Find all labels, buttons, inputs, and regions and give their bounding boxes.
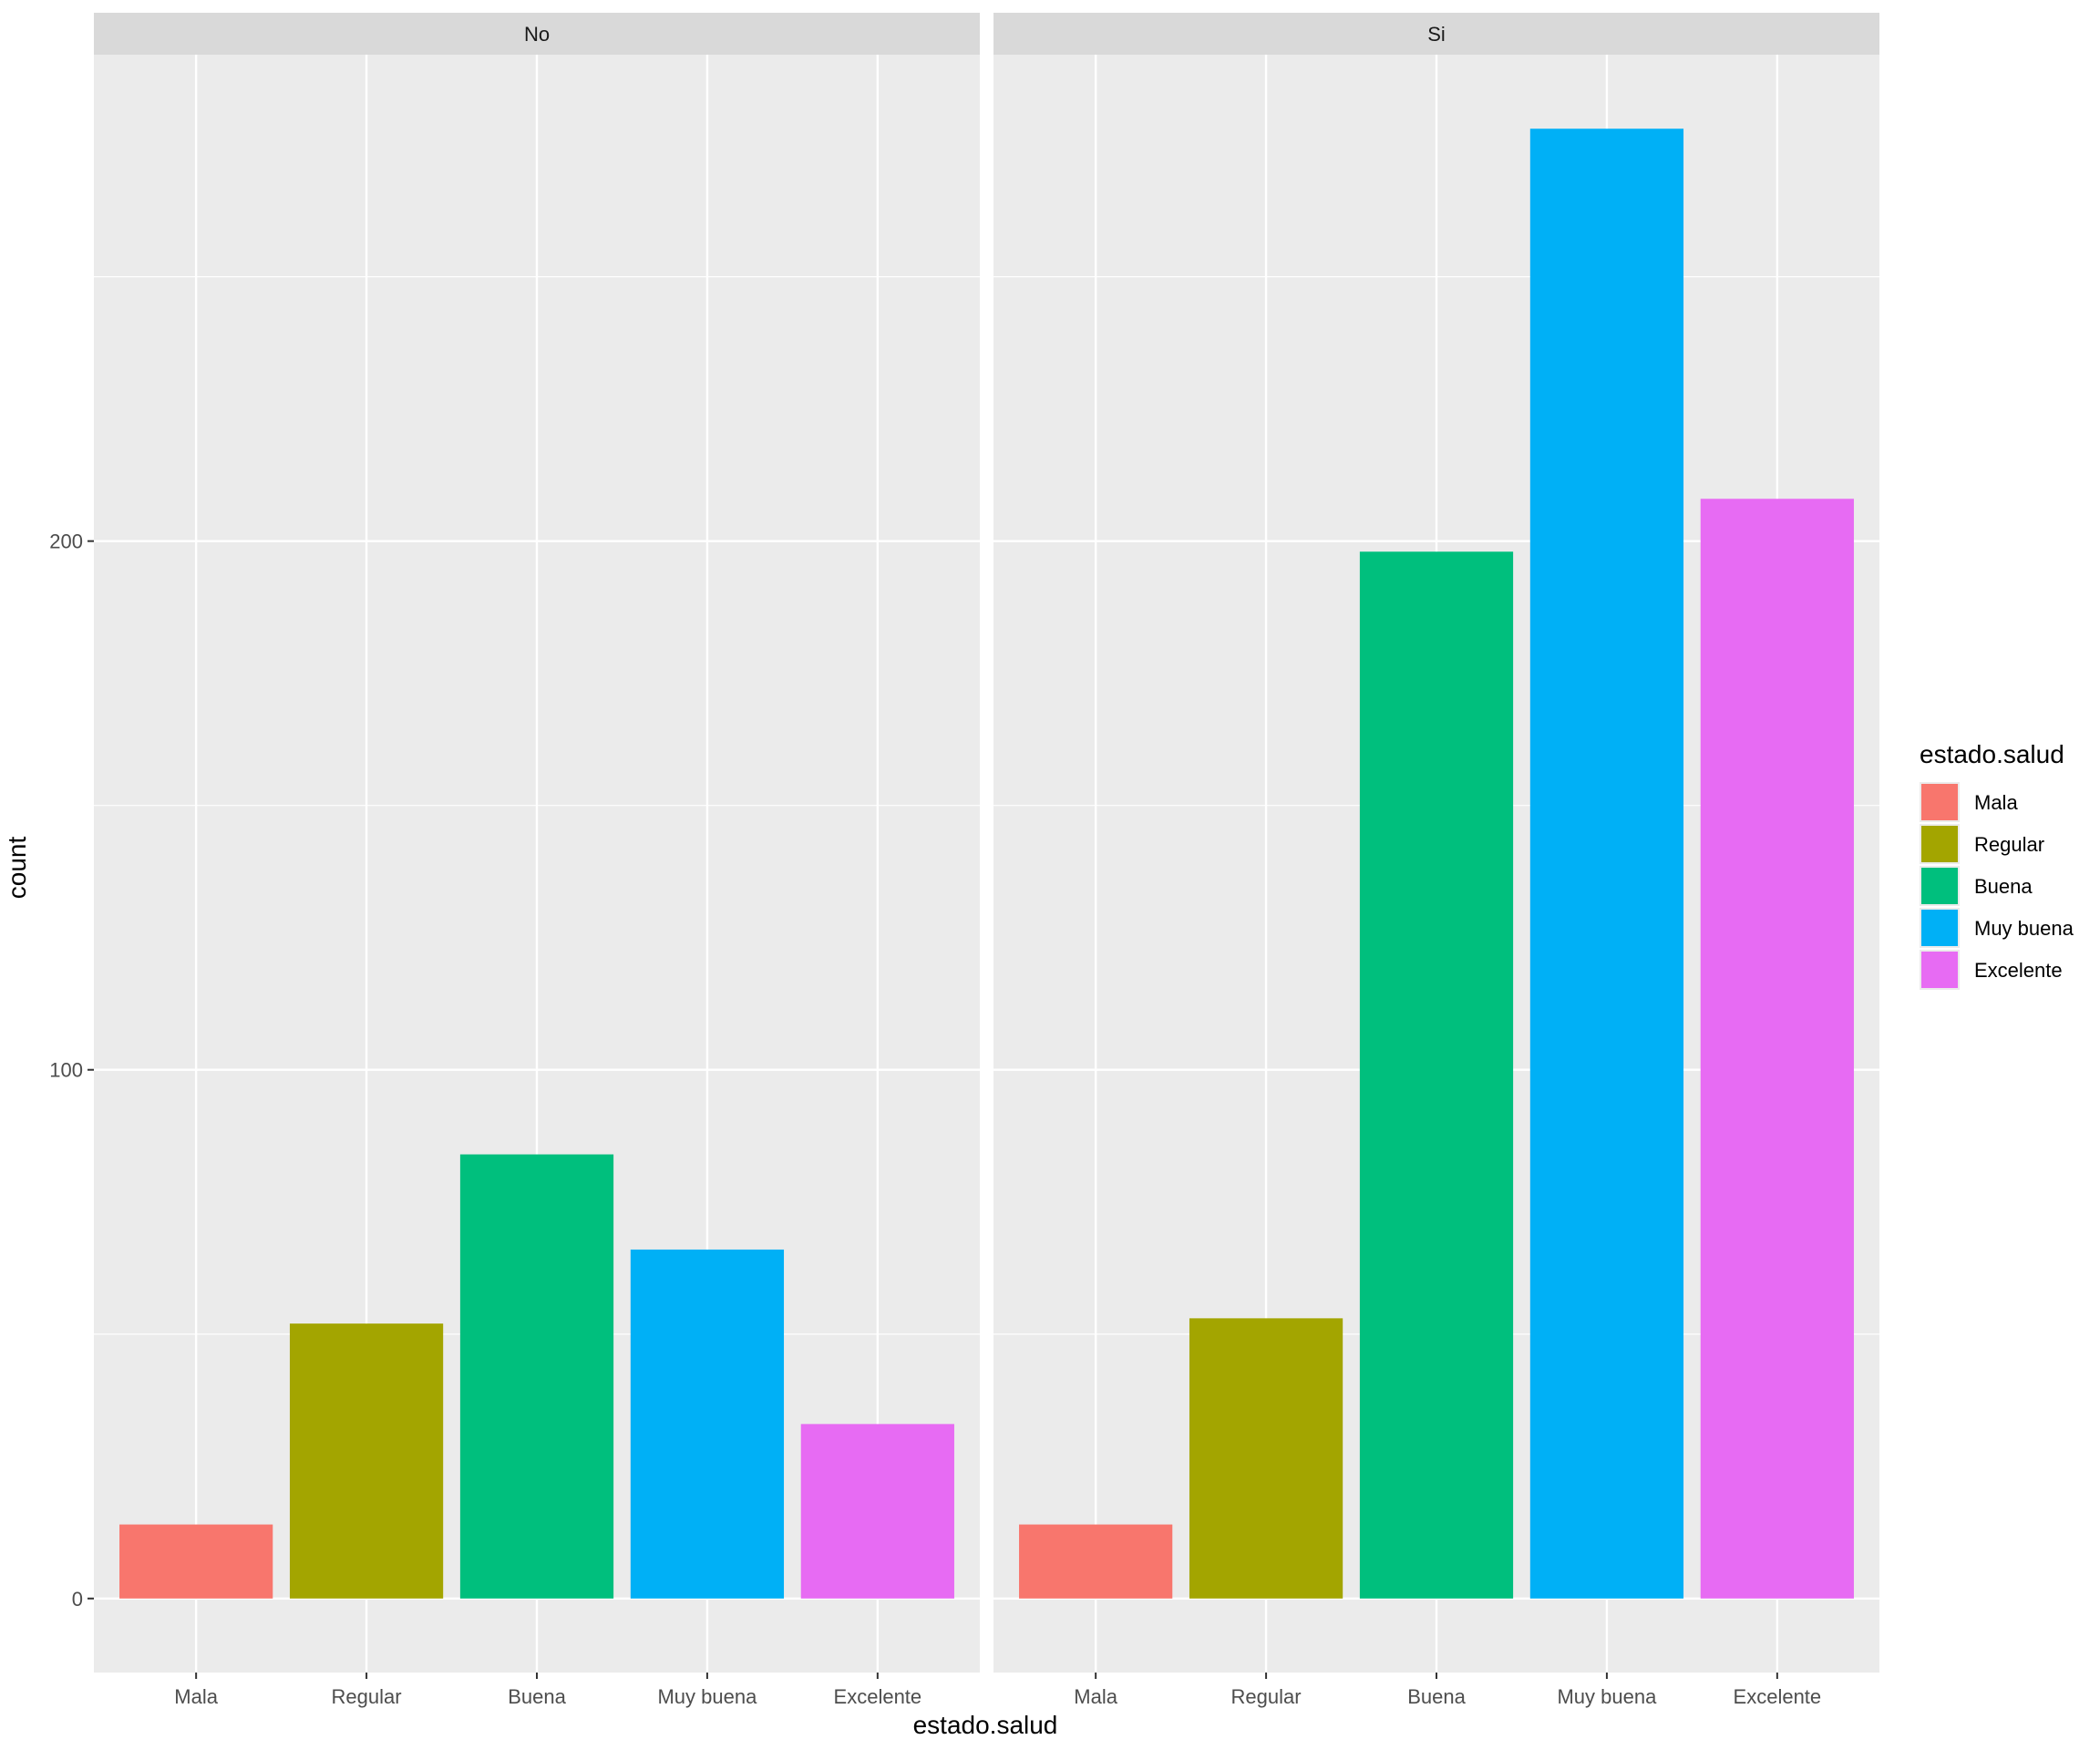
legend-label: Regular: [1974, 833, 2044, 856]
x-tick-label: Buena: [1407, 1685, 1466, 1708]
x-tick-label: Excelente: [1734, 1685, 1822, 1708]
x-tick-label: Regular: [1231, 1685, 1302, 1708]
y-axis: 0 100 200: [49, 530, 94, 1611]
x-axis-title: estado.salud: [913, 1711, 1058, 1739]
bar-si-excelente: [1700, 499, 1854, 1599]
panels: No Mala Regular Buena Muy buena Excelente Si Ma…: [94, 13, 1879, 1708]
x-tick-label: Buena: [508, 1685, 566, 1708]
legend-label: Buena: [1974, 875, 2033, 898]
facet-panel-no: No Mala Regular Buena Muy buena Excelente: [94, 13, 980, 1708]
x-tick-label: Mala: [1074, 1685, 1117, 1708]
legend-swatch-buena: [1921, 868, 1958, 904]
bar-no-regular: [289, 1323, 444, 1599]
x-tick-label: Excelente: [834, 1685, 922, 1708]
facet-panel-si: Si Mala Regular Buena Muy buena Excelente: [993, 13, 1879, 1708]
legend-swatch-regular: [1921, 826, 1958, 862]
y-tick-label: 200: [49, 530, 83, 553]
bar-si-mala: [1019, 1524, 1173, 1599]
y-tick-label: 100: [49, 1059, 83, 1082]
facet-strip: [94, 13, 980, 55]
legend-swatch-mala: [1921, 784, 1958, 820]
facet-strip-label: No: [524, 23, 550, 46]
x-tick-label: Regular: [332, 1685, 402, 1708]
bar-no-excelente: [800, 1424, 954, 1599]
bar-si-regular: [1189, 1318, 1343, 1599]
legend-swatch-excelente: [1921, 952, 1958, 988]
legend-title: estado.salud: [1920, 740, 2064, 768]
legend-label: Excelente: [1974, 959, 2063, 982]
bar-no-muy-buena: [630, 1249, 785, 1599]
facet-strip: [993, 13, 1879, 55]
legend-label: Mala: [1974, 791, 2018, 814]
bar-si-buena: [1359, 551, 1514, 1599]
legend: estado.salud Mala Regular Buena Muy buena Ex…: [1920, 740, 2074, 990]
y-axis-title: count: [3, 837, 31, 900]
y-tick-label: 0: [72, 1588, 83, 1611]
x-tick-label: Mala: [174, 1685, 218, 1708]
legend-swatch-muy-buena: [1921, 910, 1958, 946]
bar-no-mala: [119, 1524, 273, 1599]
facet-strip-label: Si: [1427, 23, 1446, 46]
x-tick-label: Muy buena: [657, 1685, 757, 1708]
legend-entries: Mala Regular Buena Muy buena Excelente: [1920, 782, 2074, 990]
bar-no-buena: [459, 1154, 614, 1599]
legend-label: Muy buena: [1974, 917, 2074, 940]
bar-si-muy-buena: [1529, 129, 1684, 1599]
x-tick-label: Muy buena: [1557, 1685, 1657, 1708]
